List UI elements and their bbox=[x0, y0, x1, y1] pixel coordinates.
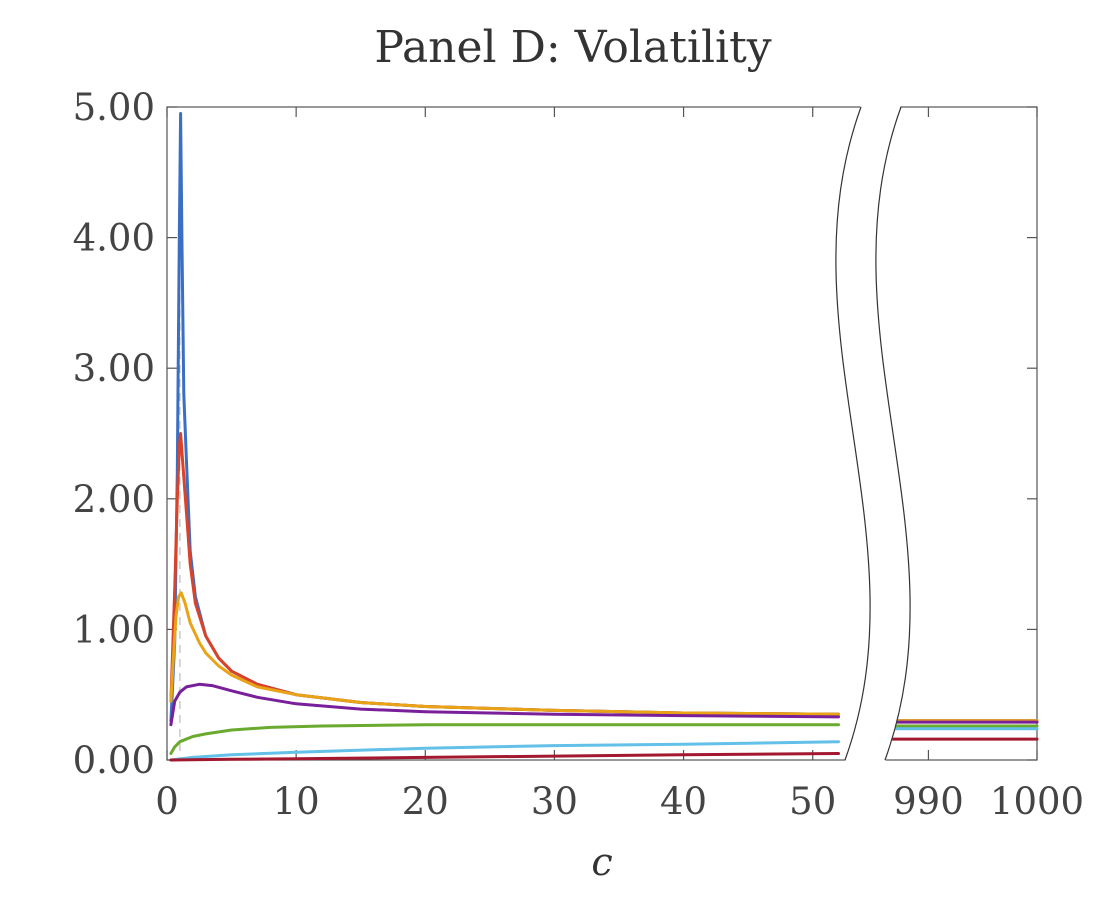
y-tick-label: 4.00 bbox=[73, 217, 155, 260]
x-tick-label: 0 bbox=[155, 780, 179, 823]
plot-frame bbox=[166, 106, 1038, 761]
y-tick-label: 1.00 bbox=[73, 608, 155, 651]
series-5-line-left bbox=[169, 723, 840, 755]
axis-break-left-edge bbox=[835, 106, 871, 761]
series-6-line-left bbox=[169, 740, 840, 762]
series-1-line-left bbox=[169, 112, 840, 723]
series-3-line-left bbox=[169, 591, 840, 716]
y-tick-label: 3.00 bbox=[73, 347, 155, 390]
series-7-line-left bbox=[169, 752, 840, 762]
series-4-line-left bbox=[169, 682, 840, 727]
chart-title: Panel D: Volatility bbox=[374, 22, 771, 73]
x-tick-label: 10 bbox=[273, 780, 320, 823]
x-tick-label: 20 bbox=[402, 780, 449, 823]
x-tick-label: 1000 bbox=[990, 780, 1084, 823]
axis-break-right-edge bbox=[875, 106, 911, 761]
x-tick-label: 30 bbox=[531, 780, 578, 823]
axis-break-band bbox=[835, 105, 911, 762]
x-axis-label: c bbox=[591, 840, 612, 884]
y-tick-label: 0.00 bbox=[73, 739, 155, 782]
x-tick-label: 50 bbox=[789, 780, 836, 823]
series-2-line-left bbox=[169, 432, 840, 716]
x-tick-label: 990 bbox=[893, 780, 964, 823]
y-tick-label: 5.00 bbox=[73, 86, 155, 129]
y-tick-label: 2.00 bbox=[73, 478, 155, 521]
x-tick-label: 40 bbox=[660, 780, 707, 823]
